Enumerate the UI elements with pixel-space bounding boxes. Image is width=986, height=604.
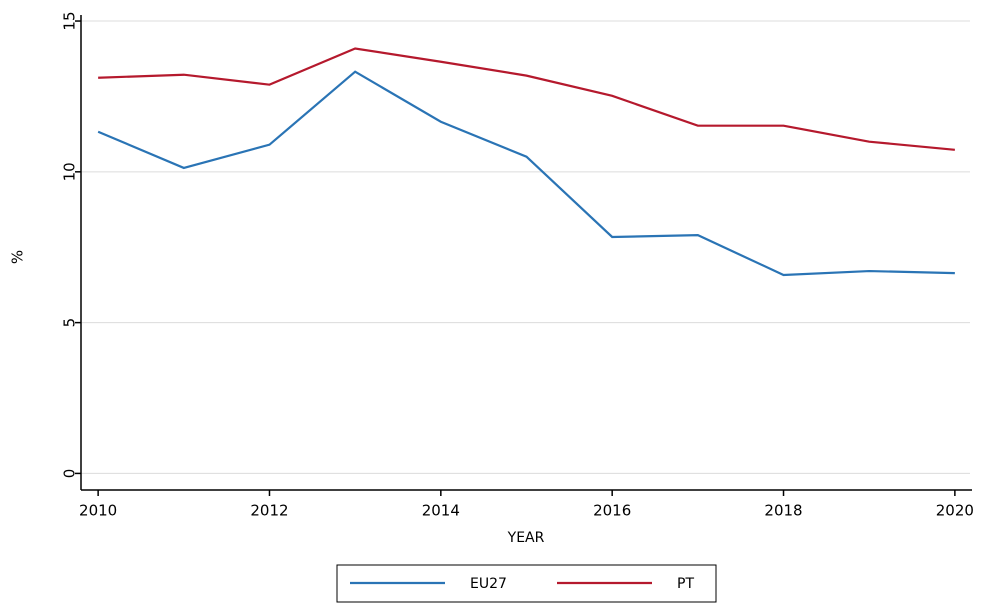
series-line [98, 47, 955, 151]
x-tick-label: 2012 [250, 502, 288, 520]
y-tick-label: 10 [61, 162, 79, 181]
x-tick-label: 2020 [936, 502, 974, 520]
x-axis-label: YEAR [507, 530, 545, 546]
y-tick-label: 5 [61, 318, 79, 328]
y-tick-label: 15 [61, 11, 79, 30]
legend-box [336, 564, 717, 603]
legend-label: PT [677, 576, 694, 592]
x-tick-label: 2010 [79, 502, 117, 520]
y-tick-label: 0 [61, 469, 79, 479]
series-line [97, 70, 955, 277]
x-tick-label: 2014 [422, 502, 460, 520]
legend-label: EU27 [470, 576, 507, 592]
y-axis-label: % [9, 250, 27, 264]
x-tick-label: 2018 [764, 502, 802, 520]
x-tick-label: 2016 [593, 502, 631, 520]
